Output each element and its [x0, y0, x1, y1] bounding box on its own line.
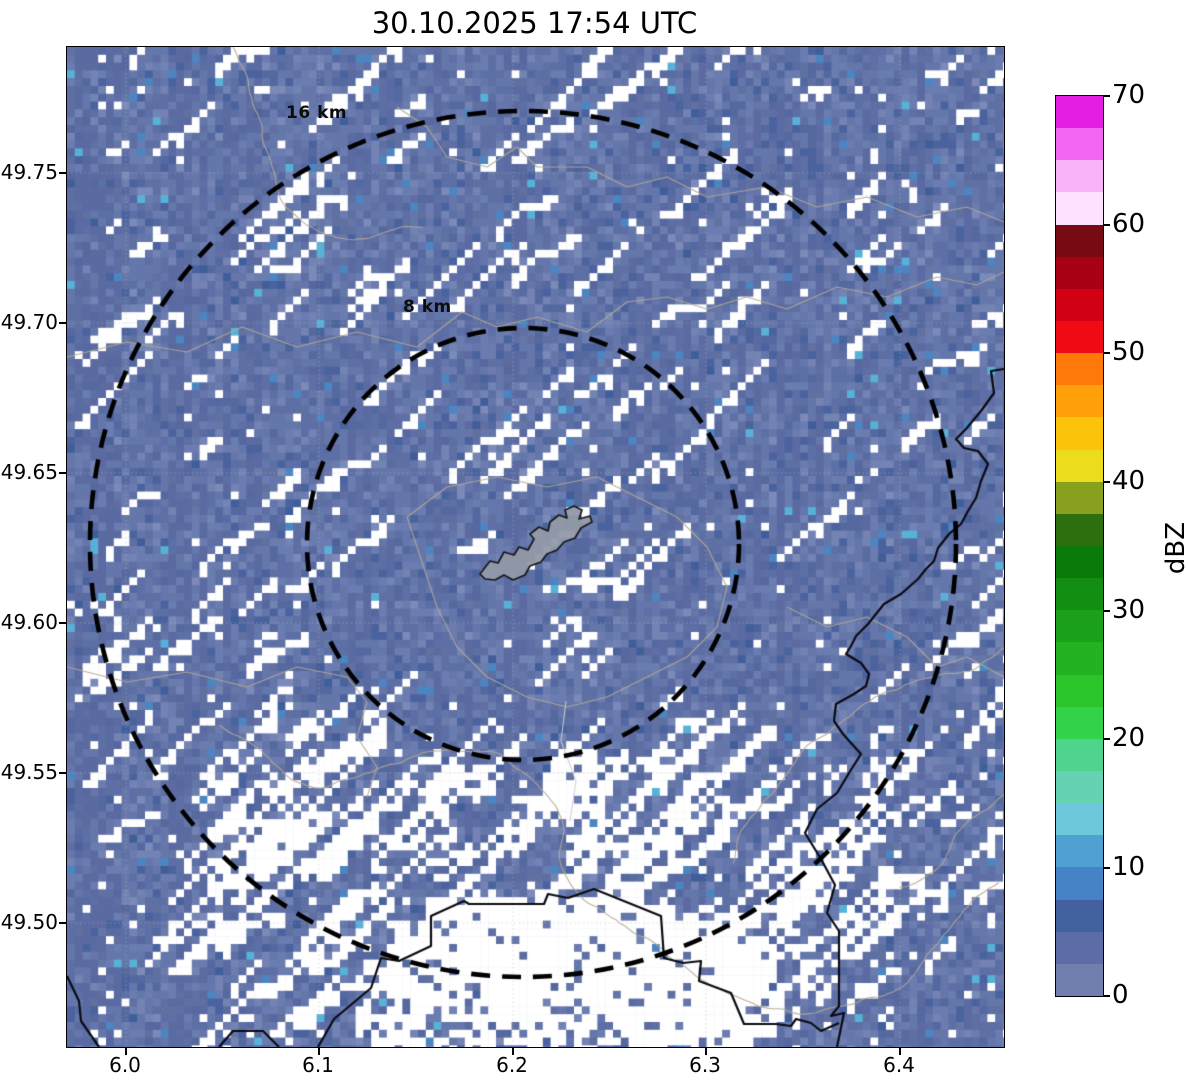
colorbar-segment [1056, 738, 1103, 771]
x-tick-mark [705, 1048, 707, 1055]
range-ring-16km-label: 16 km [286, 103, 348, 123]
colorbar-segment [1056, 481, 1103, 514]
colorbar-tick-mark [1103, 352, 1110, 354]
colorbar-tick-label: 30 [1112, 595, 1146, 625]
colorbar-segment [1056, 513, 1103, 546]
colorbar-segment [1056, 192, 1103, 225]
colorbar-tick-mark [1103, 738, 1110, 740]
colorbar-axis-label: dBZ [1161, 521, 1188, 575]
colorbar-segment [1056, 803, 1103, 836]
colorbar-segment [1056, 610, 1103, 643]
colorbar-tick-label: 20 [1112, 723, 1146, 753]
y-tick-label: 49.60 [0, 610, 58, 634]
colorbar-tick-label: 70 [1112, 80, 1146, 110]
colorbar-segment [1056, 578, 1103, 611]
colorbar-tick-mark [1103, 995, 1110, 997]
colorbar-segment [1056, 96, 1103, 129]
y-tick-mark [59, 322, 66, 324]
colorbar-segment [1056, 674, 1103, 707]
x-tick-label: 6.3 [689, 1053, 721, 1077]
colorbar-segment [1056, 128, 1103, 161]
colorbar-segment [1056, 160, 1103, 193]
colorbar-segment [1056, 931, 1103, 964]
colorbar-segment [1056, 417, 1103, 450]
colorbar-segment [1056, 706, 1103, 739]
x-tick-mark [899, 1048, 901, 1055]
colorbar-tick-mark [1103, 224, 1110, 226]
y-tick-mark [59, 772, 66, 774]
colorbar-segment [1056, 770, 1103, 804]
y-tick-mark [59, 472, 66, 474]
colorbar-tick-mark [1103, 95, 1110, 97]
colorbar-tick-label: 10 [1112, 852, 1146, 882]
y-tick-label: 49.50 [0, 910, 58, 934]
colorbar-segment [1056, 642, 1103, 675]
range-ring-8km-label: 8 km [403, 297, 452, 317]
colorbar-segment [1056, 899, 1103, 932]
x-tick-label: 6.0 [109, 1053, 141, 1077]
radar-map: 16 km 8 km [66, 46, 1005, 1048]
radar-field-canvas [67, 47, 1004, 1047]
x-tick-label: 6.4 [883, 1053, 915, 1077]
x-tick-mark [125, 1048, 127, 1055]
colorbar-segment [1056, 867, 1103, 900]
colorbar-tick-mark [1103, 481, 1110, 483]
colorbar-tick-mark [1103, 867, 1110, 869]
colorbar [1055, 95, 1104, 997]
colorbar-segment [1056, 256, 1103, 289]
y-tick-label: 49.70 [0, 310, 58, 334]
colorbar-segment [1056, 385, 1103, 418]
colorbar-segment [1056, 320, 1103, 354]
colorbar-segment [1056, 353, 1103, 386]
y-tick-label: 49.65 [0, 460, 58, 484]
colorbar-segment [1056, 545, 1103, 579]
y-tick-mark [59, 922, 66, 924]
x-tick-mark [512, 1048, 514, 1055]
colorbar-tick-label: 40 [1112, 466, 1146, 496]
x-tick-mark [318, 1048, 320, 1055]
colorbar-segment [1056, 224, 1103, 257]
colorbar-segment [1056, 963, 1103, 996]
x-tick-label: 6.2 [496, 1053, 528, 1077]
y-tick-label: 49.75 [0, 160, 58, 184]
colorbar-segment [1056, 288, 1103, 321]
x-tick-label: 6.1 [302, 1053, 334, 1077]
colorbar-tick-label: 0 [1112, 980, 1129, 1010]
colorbar-segment [1056, 835, 1103, 868]
y-tick-label: 49.55 [0, 760, 58, 784]
y-tick-mark [59, 172, 66, 174]
plot-title: 30.10.2025 17:54 UTC [371, 6, 698, 40]
colorbar-tick-label: 50 [1112, 337, 1146, 367]
colorbar-tick-label: 60 [1112, 209, 1146, 239]
colorbar-tick-mark [1103, 610, 1110, 612]
colorbar-segment [1056, 449, 1103, 482]
y-tick-mark [59, 622, 66, 624]
